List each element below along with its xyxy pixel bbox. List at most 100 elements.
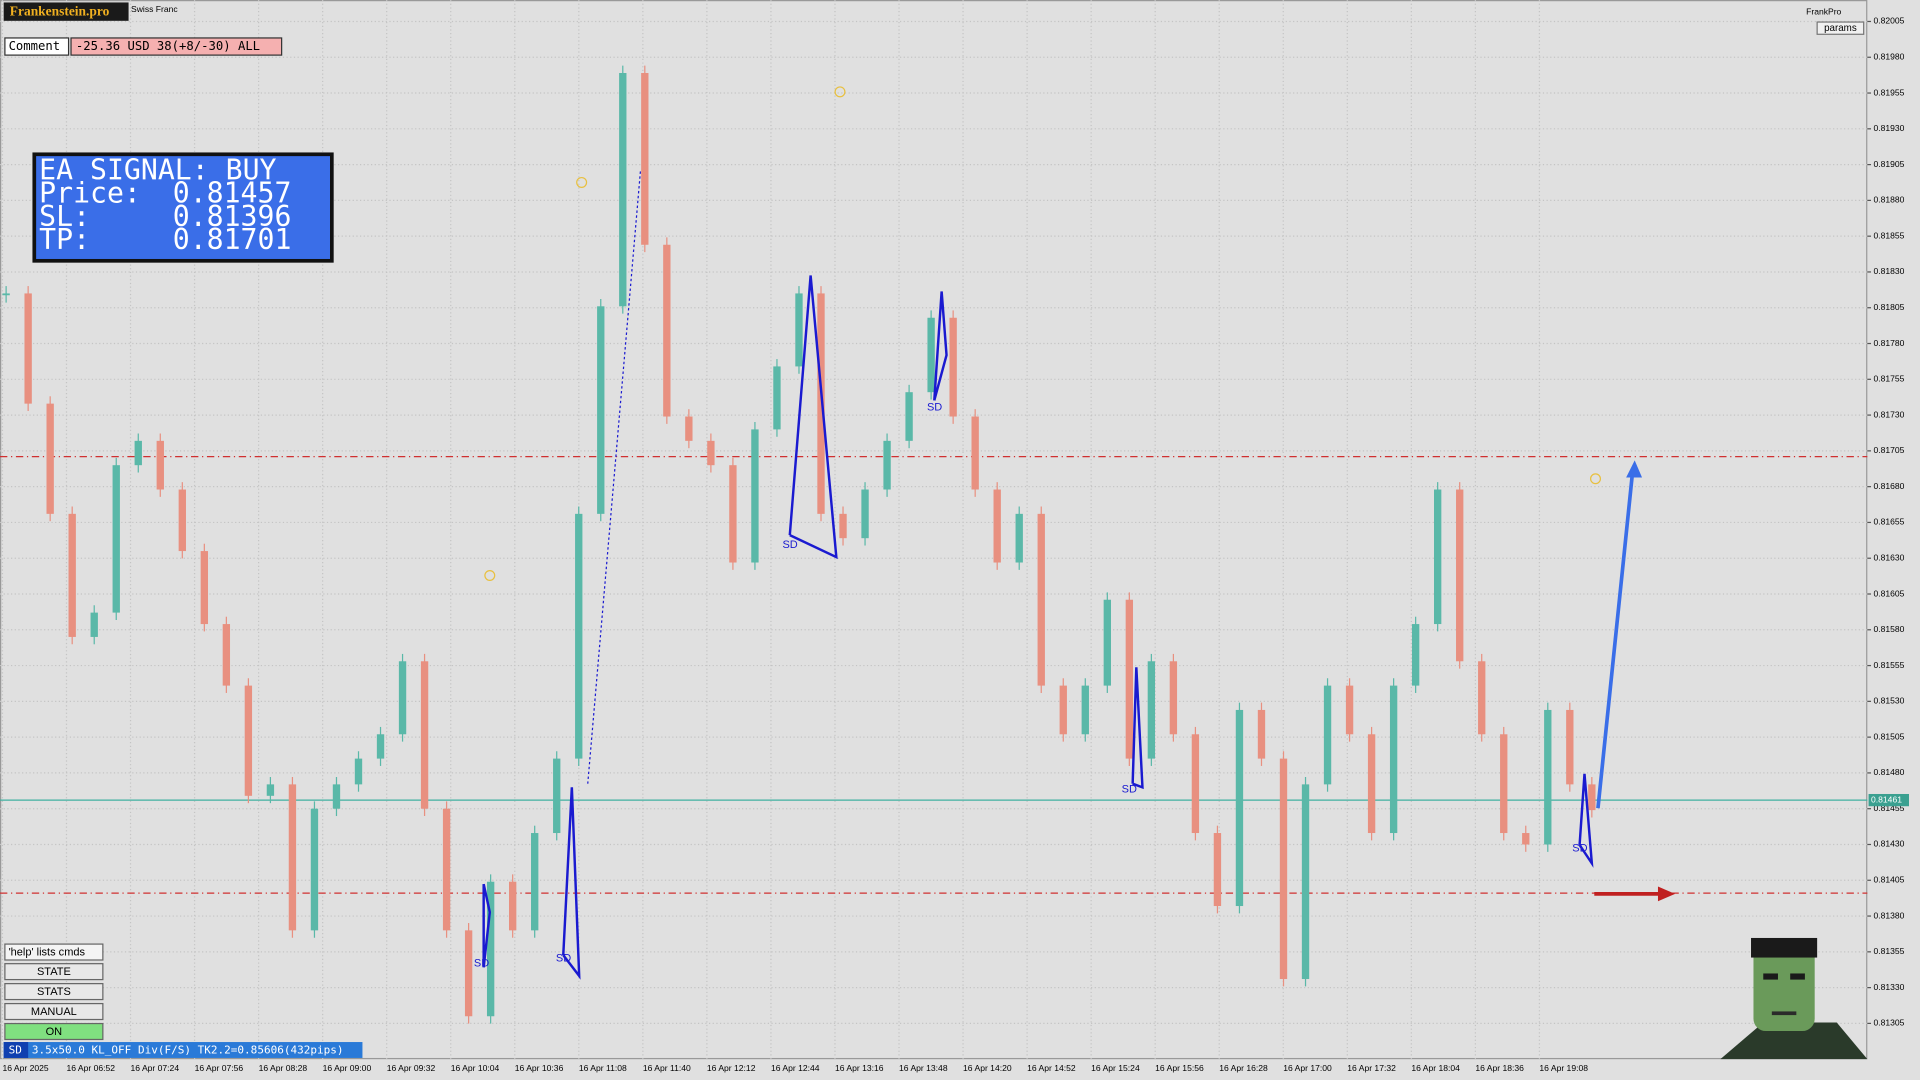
candle (1169, 661, 1178, 735)
pattern (562, 787, 581, 980)
candle (332, 784, 341, 809)
y-tick-label: 0.81630 (1873, 552, 1904, 562)
x-tick-label: 16 Apr 2025 (2, 1063, 48, 1073)
signal-row-label: Price: (39, 177, 141, 210)
candle (751, 429, 759, 563)
y-tick-label: 0.81655 (1873, 517, 1904, 527)
candle (861, 489, 869, 539)
params-button[interactable] (1816, 21, 1865, 35)
mascot-face (1753, 945, 1815, 1032)
pattern-overlay (482, 86, 1676, 980)
mascot-hair (1751, 937, 1818, 958)
y-tick-label: 0.81980 (1873, 52, 1904, 62)
y-tick-label: 0.81880 (1873, 195, 1904, 205)
comment-value-box (70, 37, 283, 56)
comment-text: -25.36 USD 38(+8/-30) ALL (76, 39, 260, 53)
x-tick-label: 16 Apr 11:40 (643, 1063, 691, 1073)
candle (508, 881, 517, 931)
marker (834, 86, 846, 98)
control-button[interactable] (4, 1022, 104, 1041)
candle (2, 293, 10, 296)
signal-row-label: TP: (39, 223, 90, 256)
y-tick-label: 0.81705 (1873, 445, 1904, 455)
sl-arrow-head (1657, 886, 1676, 902)
candle (993, 489, 1001, 563)
y-tick-label: 0.81580 (1873, 624, 1904, 634)
candle (1037, 513, 1045, 686)
mascot-body (1720, 1022, 1868, 1060)
control-button-label[interactable]: MANUAL (31, 1006, 77, 1018)
x-tick-label: 16 Apr 10:04 (451, 1063, 500, 1073)
control-button[interactable] (4, 1002, 104, 1021)
pattern (482, 883, 492, 968)
signal-box (32, 152, 334, 263)
x-tick-label: 16 Apr 12:12 (707, 1063, 756, 1073)
x-tick-label: 16 Apr 17:32 (1347, 1063, 1396, 1073)
status-tag-box (3, 1042, 29, 1058)
candle (156, 440, 164, 490)
y-tick-label: 0.81805 (1873, 302, 1904, 312)
candle (1544, 709, 1552, 845)
control-button-label[interactable]: STATS (37, 986, 71, 998)
x-tick-label: 16 Apr 08:28 (259, 1063, 308, 1073)
pattern (933, 291, 948, 401)
signal-row-value: 0.81701 (173, 223, 292, 256)
candle (971, 416, 979, 490)
x-tick-label: 16 Apr 14:52 (1027, 1063, 1076, 1073)
signal-title: EA SIGNAL: BUY (39, 153, 276, 186)
candle (1433, 489, 1442, 625)
candle (354, 758, 363, 785)
candle (288, 784, 297, 931)
candle (1191, 734, 1200, 834)
y-tick-label: 0.81480 (1873, 767, 1904, 777)
y-tick-label: 0.81305 (1873, 1018, 1904, 1028)
marker (576, 176, 588, 188)
candle (1125, 599, 1134, 759)
control-button[interactable] (4, 963, 104, 981)
candle (442, 808, 451, 931)
y-tick-label: 0.81430 (1873, 839, 1904, 849)
brand: Frankenstein.pro (10, 3, 110, 18)
x-tick-label: 16 Apr 09:32 (387, 1063, 436, 1073)
mascot-mouth (1771, 1011, 1797, 1016)
candle (1367, 734, 1376, 834)
control-button[interactable] (4, 983, 104, 1001)
candle (1059, 685, 1067, 735)
comment-label: Comment (9, 39, 61, 53)
signal-row-value: 0.81396 (173, 200, 292, 233)
comment-box (4, 37, 70, 56)
x-tick-label: 16 Apr 12:44 (771, 1063, 820, 1073)
candle (905, 392, 913, 441)
control-button-label[interactable]: STATE (37, 966, 71, 978)
help-box (4, 943, 104, 961)
pattern-label: SD (474, 958, 489, 970)
status-bar (3, 1042, 363, 1058)
candle (222, 624, 231, 686)
candle (1478, 661, 1486, 735)
candle (1081, 685, 1089, 735)
y-tick-label: 0.81355 (1873, 946, 1904, 956)
candle (90, 612, 98, 637)
y-tick-label: 0.81605 (1873, 588, 1904, 598)
x-tick-label: 16 Apr 06:52 (66, 1063, 115, 1073)
params-label[interactable]: params (1824, 23, 1857, 34)
status-text: 3.5x50.0 KL_OFF Div(F/S) TK2.2=0.85606(4… (32, 1044, 344, 1057)
plot-frame (0, 0, 1868, 1060)
x-tick-label: 16 Apr 16:28 (1219, 1063, 1268, 1073)
candle (178, 489, 186, 552)
y-tick-label: 0.81755 (1873, 374, 1904, 384)
candle (24, 293, 32, 404)
y-tick-label: 0.81455 (1873, 803, 1904, 813)
x-tick-label: 16 Apr 14:20 (963, 1063, 1012, 1073)
candle (729, 465, 737, 563)
x-tick-label: 16 Apr 13:48 (899, 1063, 948, 1073)
candle (464, 930, 473, 1017)
control-button-label[interactable]: ON (46, 1026, 63, 1038)
y-tick-label: 0.81780 (1873, 338, 1904, 348)
last-price-label: 0.81461 (1871, 794, 1902, 804)
candle (839, 513, 847, 539)
x-tick-label: 16 Apr 18:04 (1411, 1063, 1460, 1073)
signal-row-value: 0.81457 (173, 177, 292, 210)
help-text: 'help' lists cmds (9, 947, 86, 959)
